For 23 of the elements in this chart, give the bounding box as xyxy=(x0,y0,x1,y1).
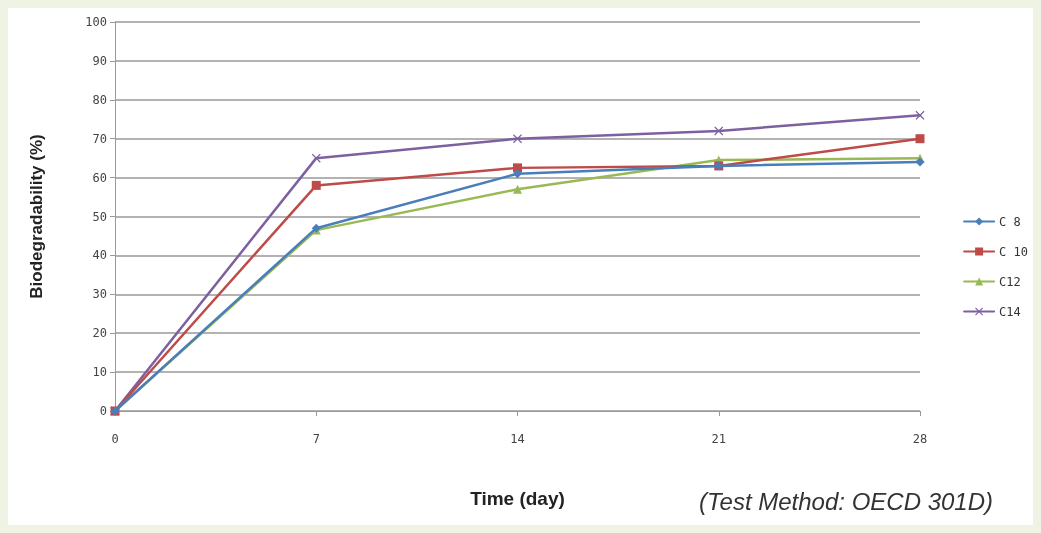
x-tick-label: 21 xyxy=(711,432,726,446)
x-tick-label: 14 xyxy=(510,432,525,446)
legend-label: C14 xyxy=(999,304,1021,319)
legend-label: C 10 xyxy=(999,244,1029,259)
y-tick-label: 80 xyxy=(92,92,107,107)
text: (Test Method: OECD 301D) xyxy=(699,487,994,515)
y-tick-label: 40 xyxy=(92,248,107,263)
x-tick-label: 0 xyxy=(111,432,119,446)
legend-label: C 8 xyxy=(999,214,1021,229)
y-tick-label: 60 xyxy=(92,170,107,185)
y-tick-label: 10 xyxy=(92,365,107,380)
x-axis-title: Time (day) xyxy=(470,488,565,509)
y-tick-label: 20 xyxy=(92,326,107,341)
y-tick-label: 90 xyxy=(92,53,107,68)
y-tick-label: 100 xyxy=(85,15,107,29)
x-tick-label: 28 xyxy=(912,432,928,446)
y-tick-label: 30 xyxy=(92,287,107,302)
y-tick-label: 50 xyxy=(92,209,107,224)
legend-label: C12 xyxy=(999,274,1021,289)
y-tick-label: 70 xyxy=(92,131,107,146)
y-axis-title: Biodegradability (%) xyxy=(27,134,46,299)
y-tick-label: 0 xyxy=(99,404,107,418)
x-tick-label: 7 xyxy=(312,432,320,446)
